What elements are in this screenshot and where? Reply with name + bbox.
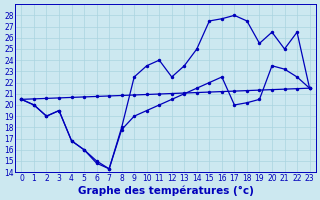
X-axis label: Graphe des températures (°c): Graphe des températures (°c) (77, 185, 253, 196)
